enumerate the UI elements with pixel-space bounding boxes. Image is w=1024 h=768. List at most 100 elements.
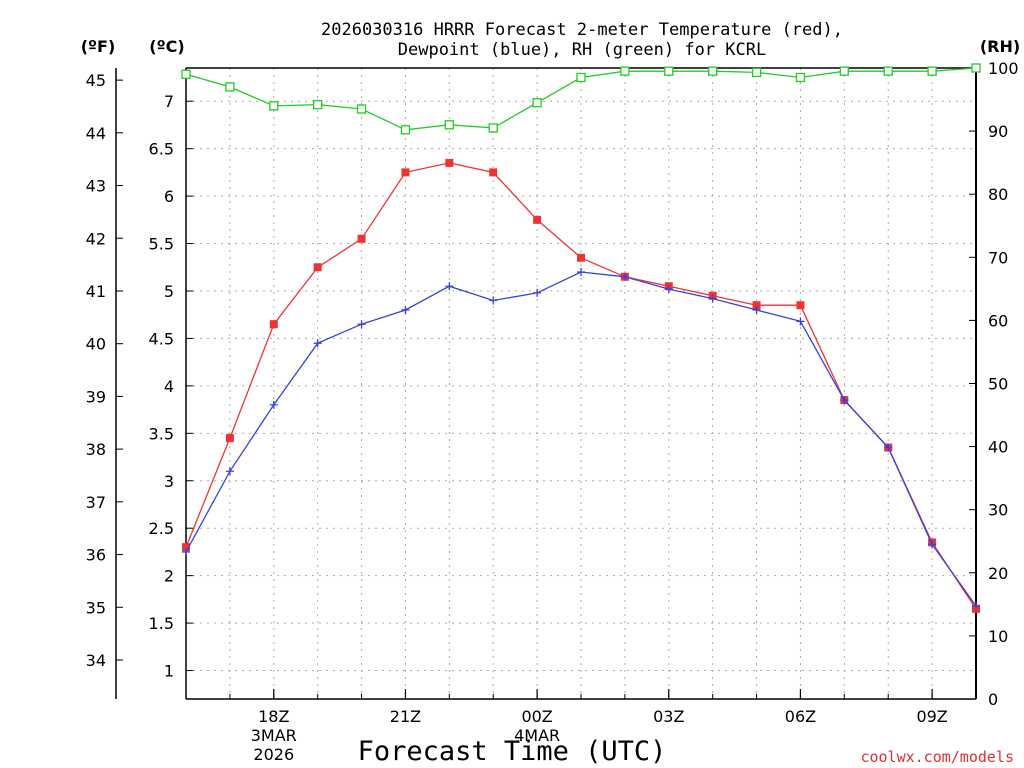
dewpoint-point — [269, 400, 278, 409]
celsius-tick-label: 4 — [164, 377, 174, 396]
temperature-point — [489, 168, 498, 177]
rh-point — [927, 66, 937, 76]
dewpoint-point — [664, 285, 673, 294]
dewpoint-point — [708, 294, 717, 303]
dewpoint-point — [445, 282, 454, 291]
time-tick-label: 06Z — [785, 707, 816, 726]
rh-tick-label: 50 — [988, 375, 1008, 394]
series-layer — [181, 63, 981, 613]
rh-point — [181, 69, 191, 79]
rh-series — [181, 63, 981, 135]
rh-tick-label: 20 — [988, 564, 1008, 583]
celsius-tick-label: 1.5 — [149, 614, 174, 633]
temperature-point — [225, 434, 234, 443]
rh-tick-label: 30 — [988, 501, 1008, 520]
rh-point — [400, 125, 411, 135]
dewpoint-series — [182, 268, 980, 611]
fahrenheit-tick-label: 43 — [86, 177, 106, 196]
rh-tick-label: 80 — [988, 185, 1008, 204]
fahrenheit-tick-label: 42 — [86, 229, 106, 248]
dewpoint-point — [840, 396, 849, 405]
celsius-tick-label: 7 — [164, 92, 174, 111]
temperature-point — [182, 543, 190, 552]
fahrenheit-ticks: 34 35 36 37 38 39 40 41 42 43 44 45 — [86, 71, 123, 670]
chart-title-line2: Dewpoint (blue), RH (green) for KCRL — [398, 40, 766, 60]
fahrenheit-tick-label: 44 — [86, 124, 106, 143]
rh-point — [664, 66, 674, 76]
rh-tick-label: 60 — [988, 311, 1008, 330]
time-date-label: 3MAR — [251, 726, 297, 745]
fahrenheit-tick-label: 38 — [86, 440, 106, 459]
dewpoint-point — [533, 288, 542, 297]
time-tick-label: 03Z — [653, 707, 684, 726]
chart-title-line1: 2026030316 HRRR Forecast 2-meter Tempera… — [321, 20, 843, 40]
rh-point — [971, 63, 981, 73]
dewpoint-point — [489, 296, 498, 305]
dewpoint-point — [401, 305, 410, 314]
time-tick-label: 09Z — [916, 707, 947, 726]
axes — [115, 67, 977, 700]
fahrenheit-tick-label: 35 — [86, 598, 106, 617]
fahrenheit-tick-label: 37 — [86, 493, 106, 512]
celsius-tick-label: 2.5 — [149, 519, 174, 538]
rh-ticks: 0 10 20 30 40 50 60 70 80 90 100 — [969, 59, 1019, 709]
rh-point — [795, 72, 806, 83]
celsius-tick-label: 3.5 — [149, 424, 174, 443]
celsius-tick-label: 2 — [164, 567, 174, 586]
time-tick-label: 00Z — [521, 707, 552, 726]
fahrenheit-tick-label: 40 — [86, 335, 106, 354]
rh-tick-label: 90 — [988, 122, 1008, 141]
rh-axis-label: (RH) — [980, 37, 1020, 56]
rh-tick-label: 0 — [988, 690, 998, 709]
rh-point — [488, 123, 498, 133]
rh-point — [225, 82, 235, 92]
time-tick-label: 21Z — [390, 707, 421, 726]
fahrenheit-tick-label: 45 — [86, 71, 106, 90]
time-tick-label: 18Z — [258, 707, 289, 726]
dewpoint-point — [182, 547, 190, 556]
rh-tick-label: 10 — [988, 627, 1008, 646]
rh-point — [313, 99, 323, 110]
celsius-tick-label: 6 — [164, 187, 174, 206]
rh-point — [532, 98, 542, 108]
rh-tick-label: 70 — [988, 248, 1008, 267]
fahrenheit-axis-label: (ºF) — [81, 37, 116, 56]
celsius-tick-label: 3 — [164, 472, 174, 491]
temperature-point — [269, 320, 278, 329]
celsius-tick-label: 4.5 — [149, 329, 174, 348]
celsius-tick-label: 1 — [164, 662, 174, 681]
dewpoint-point — [620, 272, 629, 281]
temperature-point — [533, 215, 542, 224]
temperature-point — [796, 301, 805, 310]
rh-tick-label: 40 — [988, 438, 1008, 457]
temperature-point — [401, 168, 410, 177]
time-year-label: 2026 — [253, 745, 294, 764]
rh-point — [356, 104, 367, 114]
fahrenheit-tick-label: 36 — [86, 546, 106, 565]
dewpoint-point — [884, 443, 893, 452]
temperature-point — [357, 234, 366, 243]
dewpoint-point — [972, 602, 980, 611]
dewpoint-point — [357, 320, 366, 329]
temperature-point — [445, 158, 454, 167]
dewpoint-point — [225, 467, 234, 476]
grid-lines — [186, 68, 976, 699]
dewpoint-point — [752, 305, 761, 314]
temperature-point — [577, 253, 585, 262]
rh-point — [269, 101, 279, 111]
fahrenheit-tick-label: 34 — [86, 651, 106, 670]
celsius-tick-label: 6.5 — [149, 140, 174, 159]
rh-point — [708, 66, 718, 76]
rh-point — [620, 66, 630, 76]
dewpoint-point — [577, 268, 585, 277]
time-date-label: 4MAR — [514, 726, 560, 745]
fahrenheit-tick-label: 39 — [86, 387, 106, 406]
dewpoint-point — [928, 540, 937, 549]
rh-point — [576, 72, 586, 83]
celsius-tick-label: 5.5 — [149, 235, 174, 254]
dewpoint-point — [313, 339, 322, 348]
x-axis-label: Forecast Time (UTC) — [358, 736, 667, 767]
celsius-tick-label: 5 — [164, 282, 174, 301]
